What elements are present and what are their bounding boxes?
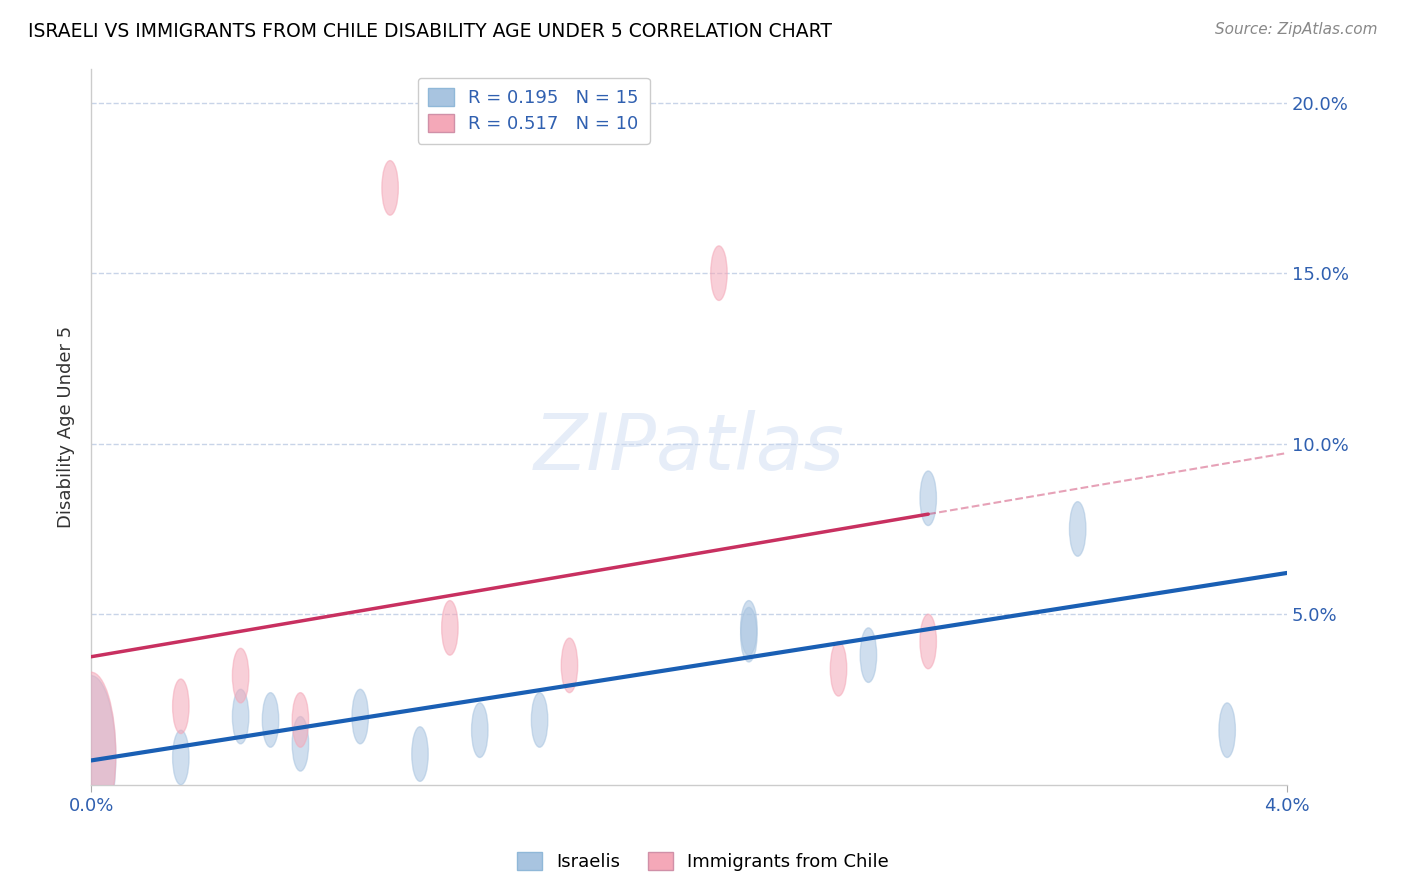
Ellipse shape bbox=[831, 641, 846, 696]
Text: ZIPatlas: ZIPatlas bbox=[534, 410, 845, 486]
Text: Source: ZipAtlas.com: Source: ZipAtlas.com bbox=[1215, 22, 1378, 37]
Ellipse shape bbox=[412, 727, 429, 781]
Ellipse shape bbox=[263, 693, 278, 747]
Ellipse shape bbox=[741, 607, 756, 662]
Ellipse shape bbox=[352, 690, 368, 744]
Ellipse shape bbox=[561, 638, 578, 693]
Ellipse shape bbox=[860, 628, 877, 682]
Text: ISRAELI VS IMMIGRANTS FROM CHILE DISABILITY AGE UNDER 5 CORRELATION CHART: ISRAELI VS IMMIGRANTS FROM CHILE DISABIL… bbox=[28, 22, 832, 41]
Ellipse shape bbox=[173, 731, 188, 785]
Ellipse shape bbox=[920, 615, 936, 669]
Ellipse shape bbox=[710, 246, 727, 301]
Ellipse shape bbox=[173, 679, 188, 733]
Y-axis label: Disability Age Under 5: Disability Age Under 5 bbox=[58, 326, 75, 528]
Ellipse shape bbox=[382, 161, 398, 215]
Ellipse shape bbox=[741, 600, 756, 655]
Ellipse shape bbox=[232, 690, 249, 744]
Ellipse shape bbox=[292, 693, 309, 747]
Ellipse shape bbox=[232, 648, 249, 703]
Ellipse shape bbox=[66, 675, 115, 839]
Ellipse shape bbox=[441, 600, 458, 655]
Ellipse shape bbox=[1219, 703, 1236, 757]
Ellipse shape bbox=[1070, 501, 1085, 557]
Legend: R = 0.195   N = 15, R = 0.517   N = 10: R = 0.195 N = 15, R = 0.517 N = 10 bbox=[418, 78, 650, 144]
Ellipse shape bbox=[292, 716, 309, 771]
Ellipse shape bbox=[471, 703, 488, 757]
Ellipse shape bbox=[531, 693, 548, 747]
Legend: Israelis, Immigrants from Chile: Israelis, Immigrants from Chile bbox=[509, 846, 897, 879]
Ellipse shape bbox=[920, 471, 936, 525]
Ellipse shape bbox=[66, 673, 115, 836]
